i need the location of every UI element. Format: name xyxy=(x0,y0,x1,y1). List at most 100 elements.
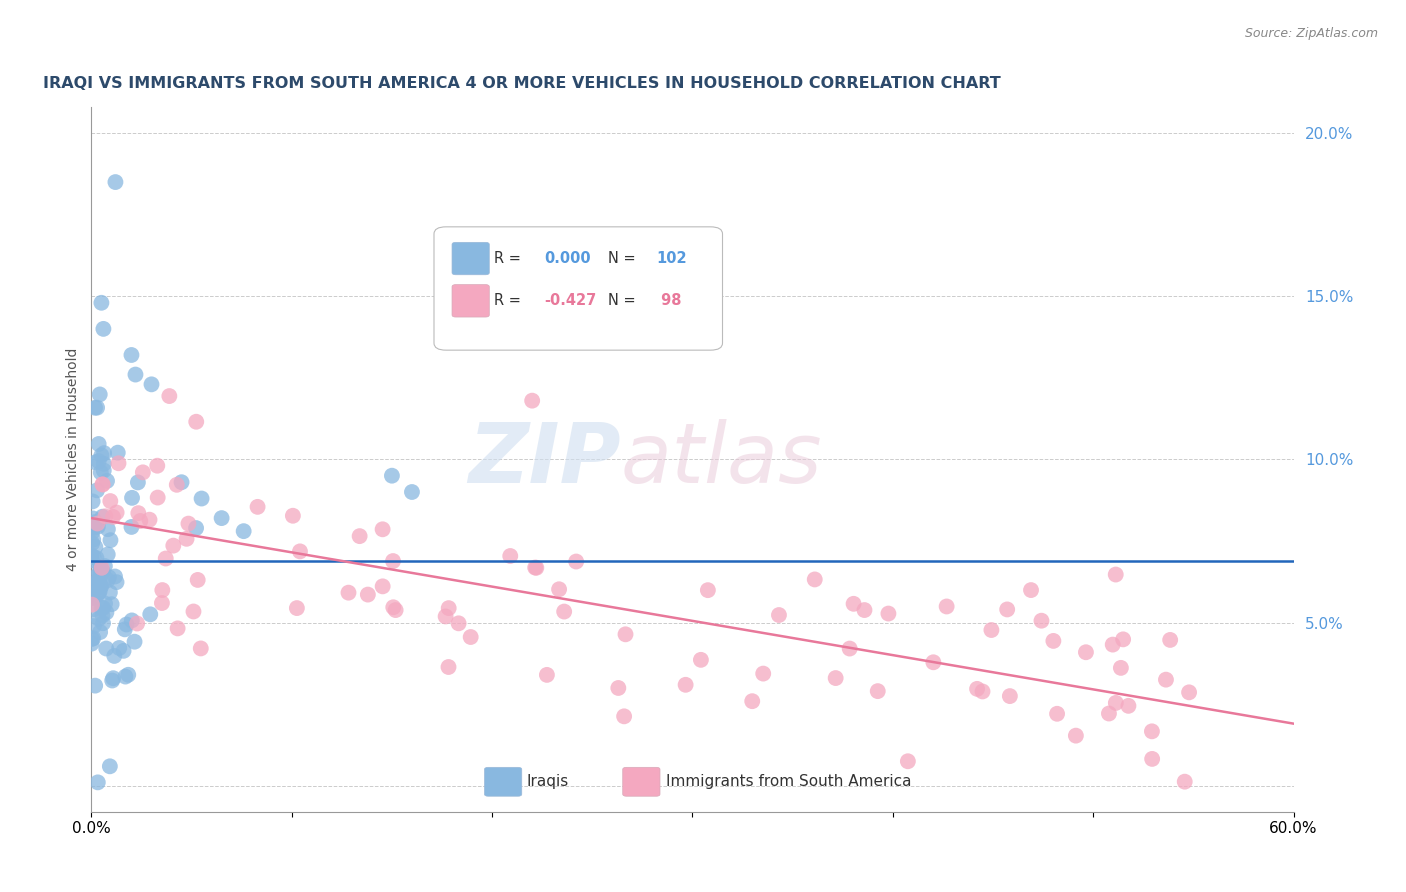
Point xyxy=(105,575,128,590)
Point xyxy=(382,554,405,568)
Point xyxy=(80,598,103,612)
Point xyxy=(80,637,103,651)
Point xyxy=(690,653,713,667)
Point xyxy=(613,709,636,723)
Point xyxy=(176,532,198,546)
Point xyxy=(1178,685,1201,699)
Point xyxy=(995,602,1018,616)
Point xyxy=(384,603,406,617)
Text: 98: 98 xyxy=(657,293,682,309)
Point xyxy=(124,368,146,382)
FancyBboxPatch shape xyxy=(623,767,659,797)
Point xyxy=(82,533,104,547)
Point xyxy=(86,587,108,601)
Point xyxy=(117,667,139,681)
Point xyxy=(752,666,775,681)
Point xyxy=(565,555,588,569)
FancyBboxPatch shape xyxy=(434,227,723,351)
Point xyxy=(524,561,547,575)
Point xyxy=(84,580,107,594)
Point xyxy=(91,509,114,524)
Point xyxy=(853,603,876,617)
Point xyxy=(84,540,107,554)
FancyBboxPatch shape xyxy=(485,767,522,797)
Point xyxy=(177,516,200,531)
Text: -0.427: -0.427 xyxy=(544,293,596,309)
Point xyxy=(83,550,105,565)
Point xyxy=(1112,632,1135,647)
Point xyxy=(132,466,155,480)
Point xyxy=(607,681,630,695)
Point xyxy=(91,565,114,579)
Point xyxy=(548,582,571,597)
Point xyxy=(114,669,136,683)
Point xyxy=(86,483,108,498)
Point xyxy=(93,322,115,336)
Point xyxy=(1046,706,1069,721)
Point xyxy=(190,641,212,656)
Point xyxy=(97,548,120,562)
Point xyxy=(1105,696,1128,710)
Text: R =: R = xyxy=(494,293,526,309)
Point xyxy=(91,477,114,491)
Point xyxy=(246,500,269,514)
Point xyxy=(80,577,103,591)
Point xyxy=(803,573,825,587)
Point xyxy=(83,515,105,529)
Point xyxy=(966,681,988,696)
Y-axis label: 4 or more Vehicles in Household: 4 or more Vehicles in Household xyxy=(66,348,80,571)
Point xyxy=(84,455,107,469)
Point xyxy=(87,586,110,600)
Point xyxy=(80,591,103,605)
Point xyxy=(107,445,129,459)
Point xyxy=(127,475,149,490)
Point xyxy=(166,621,188,635)
Point xyxy=(94,559,117,574)
Point xyxy=(121,614,143,628)
Point xyxy=(89,584,111,599)
Point xyxy=(90,579,112,593)
Point xyxy=(460,630,482,644)
Point xyxy=(96,474,118,488)
Point xyxy=(536,668,558,682)
Point xyxy=(696,583,718,598)
Point xyxy=(84,679,107,693)
Point xyxy=(897,754,920,768)
Point xyxy=(1159,632,1181,647)
Point xyxy=(129,514,152,528)
Point xyxy=(434,609,457,624)
Point xyxy=(105,506,128,520)
FancyBboxPatch shape xyxy=(451,285,489,317)
Point xyxy=(103,671,125,685)
Point xyxy=(150,596,173,610)
Point xyxy=(211,511,233,525)
Point xyxy=(83,602,105,616)
Point xyxy=(184,521,207,535)
Point xyxy=(1118,698,1140,713)
Point xyxy=(1064,729,1087,743)
Text: 0.000: 0.000 xyxy=(544,251,591,266)
Point xyxy=(1019,583,1042,598)
Point xyxy=(288,544,311,558)
Point xyxy=(103,648,125,663)
Point xyxy=(141,377,163,392)
Point xyxy=(80,549,103,563)
Point xyxy=(768,607,790,622)
Point xyxy=(1074,645,1097,659)
Point xyxy=(91,477,114,491)
Point xyxy=(121,491,143,505)
Point xyxy=(1109,661,1132,675)
Point xyxy=(922,655,945,669)
Point xyxy=(104,569,127,583)
Point xyxy=(842,597,865,611)
Text: Immigrants from South America: Immigrants from South America xyxy=(666,774,911,789)
Point xyxy=(138,513,160,527)
Point xyxy=(998,689,1021,703)
Point xyxy=(89,625,111,640)
Point xyxy=(838,641,860,656)
Text: atlas: atlas xyxy=(620,419,823,500)
Point xyxy=(101,510,124,524)
Point xyxy=(87,454,110,468)
Point xyxy=(93,457,115,471)
Point xyxy=(162,539,184,553)
